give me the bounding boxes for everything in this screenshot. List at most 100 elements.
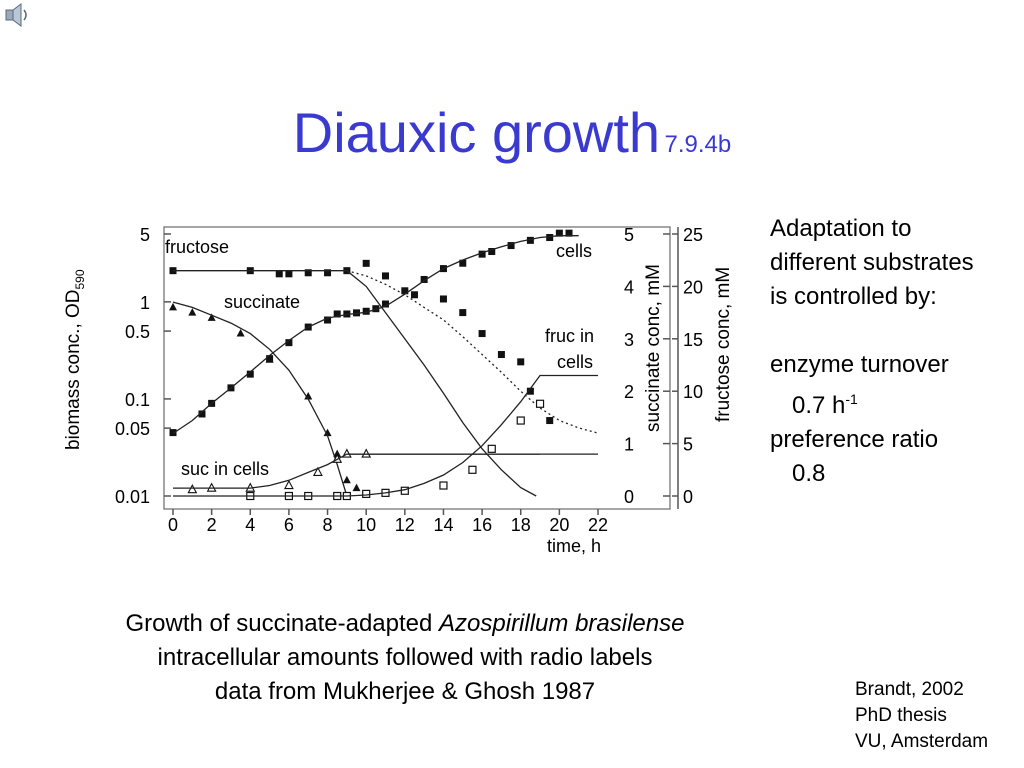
side-line-3: is controlled by: — [770, 283, 937, 310]
time-tick-label: 8 — [323, 515, 333, 535]
biomass-data-point — [565, 229, 573, 237]
preference-label: preference ratio — [770, 426, 939, 453]
annotation-fructose: fructose — [165, 237, 229, 257]
time-tick-label: 6 — [284, 515, 294, 535]
time-tick-label: 14 — [433, 515, 453, 535]
biomass-tick-label: 0.05 — [115, 419, 150, 439]
annotation-suc-in-cells: suc in cells — [181, 459, 269, 479]
time-ticks: 0 2 4 6 8 10 12 14 16 18 20 22 — [168, 509, 608, 535]
reference-line-1: Brandt, 2002 — [855, 679, 964, 700]
fructose-data-point — [410, 291, 418, 299]
side-line-1: Adaptation to — [770, 215, 912, 242]
biomass-data-point — [555, 229, 563, 237]
biomass-ticks: 0.01 0.05 0.1 0.5 1 5 — [115, 225, 171, 507]
reference: Brandt, 2002 PhD thesis VU, Amsterdam — [855, 677, 988, 755]
biomass-data-point — [333, 310, 341, 318]
fructose-data-point — [546, 417, 554, 425]
preference-value: 0.8 — [792, 460, 826, 487]
time-tick-label: 4 — [245, 515, 255, 535]
fructose-data-point — [362, 489, 371, 499]
biomass-tick-label: 5 — [140, 225, 150, 245]
fructose-data-point — [285, 270, 293, 278]
succinate-tick-label: 1 — [624, 435, 634, 455]
fructose-data-point — [516, 416, 525, 425]
fructose-data-point — [324, 269, 332, 277]
fructose-data-point — [497, 351, 505, 359]
side-line-2: different substrates — [770, 249, 974, 276]
biomass-tick-label: 0.1 — [125, 390, 150, 410]
reference-line-3: VU, Amsterdam — [855, 731, 989, 752]
annotation-fruc-in: fruc in — [545, 326, 594, 346]
speaker-icon[interactable] — [2, 2, 32, 28]
annotation-cells: cells — [556, 241, 592, 261]
fructose-data-point — [517, 358, 525, 366]
succinate-data-point — [236, 329, 245, 337]
succinate-data-point — [342, 475, 351, 484]
succinate-data-point — [187, 484, 198, 494]
fructose-tick-label: 5 — [683, 435, 693, 455]
title-ref: 7.9.4b — [664, 131, 732, 158]
succinate-ticks: 0 1 2 3 4 5 — [624, 225, 670, 507]
caption-line-1: Growth of succinate-adapted Azospirillum… — [125, 610, 685, 637]
annotation-succinate: succinate — [224, 292, 300, 312]
side-notes: Adaptation to different substrates is co… — [770, 212, 974, 491]
succinate-data-point — [361, 448, 372, 458]
fructose-data-point — [535, 399, 545, 408]
series-layer — [169, 229, 599, 501]
succinate-data-point — [283, 479, 294, 490]
succinate-data-point — [323, 428, 332, 437]
fructose-tick-label: 15 — [683, 330, 703, 350]
time-tick-label: 22 — [588, 515, 608, 535]
fructose-data-point — [362, 259, 370, 267]
succinate-data-point — [169, 302, 177, 311]
fructose-data-point — [275, 270, 283, 278]
fructose-data-point — [478, 330, 486, 338]
biomass-data-point — [324, 316, 332, 324]
biomass-tick-label: 0.01 — [115, 487, 150, 507]
succinate-data-point — [265, 355, 274, 363]
succinate-tick-label: 5 — [624, 225, 634, 245]
caption-line-3: data from Mukherjee & Ghosh 1987 — [214, 678, 596, 705]
biomass-data-point — [507, 242, 515, 250]
biomass-data-point — [526, 236, 534, 244]
fructose-data-point — [439, 295, 447, 303]
succinate-data-point — [304, 391, 313, 400]
succinate-fit-curve — [173, 453, 598, 489]
biomass-data-point — [246, 370, 254, 378]
biomass-fit-curve — [172, 235, 579, 435]
time-tick-label: 20 — [549, 515, 569, 535]
time-tick-label: 2 — [207, 515, 217, 535]
reference-line-2: PhD thesis — [855, 705, 947, 726]
fructose-data-point — [459, 309, 467, 317]
biomass-data-point — [459, 259, 467, 267]
succinate-data-point — [188, 308, 197, 316]
biomass-data-point — [362, 307, 370, 315]
turnover-value: 0.7 h-1 — [792, 391, 858, 419]
biomass-tick-label: 1 — [140, 293, 150, 313]
fructose-tick-label: 25 — [683, 225, 703, 245]
succinate-tick-label: 4 — [624, 277, 634, 297]
biomass-data-point — [285, 339, 293, 347]
time-tick-label: 16 — [472, 515, 492, 535]
biomass-data-point — [169, 429, 177, 437]
time-tick-label: 0 — [168, 515, 178, 535]
succinate-data-point — [206, 482, 217, 492]
biomass-data-point — [546, 234, 554, 242]
biomass-data-point — [198, 410, 206, 418]
time-tick-label: 10 — [356, 515, 376, 535]
succinate-tick-label: 2 — [624, 382, 634, 402]
turnover-label: enzyme turnover — [770, 351, 949, 378]
succinate-data-point — [333, 449, 342, 458]
figure-caption: Growth of succinate-adapted Azospirillum… — [60, 607, 750, 709]
biomass-data-point — [382, 300, 389, 308]
biomass-data-point — [401, 287, 409, 295]
time-tick-label: 18 — [511, 515, 531, 535]
slide-title: Diauxic growth 7.9.4b — [0, 100, 1024, 165]
plot-frame — [163, 226, 671, 510]
succinate-data-point — [207, 313, 216, 321]
fructose-data-point — [382, 272, 389, 280]
fructose-ticks: 0 5 10 15 20 25 — [672, 225, 703, 509]
fructose-data-point — [526, 387, 534, 395]
fructose-data-point — [439, 481, 448, 490]
